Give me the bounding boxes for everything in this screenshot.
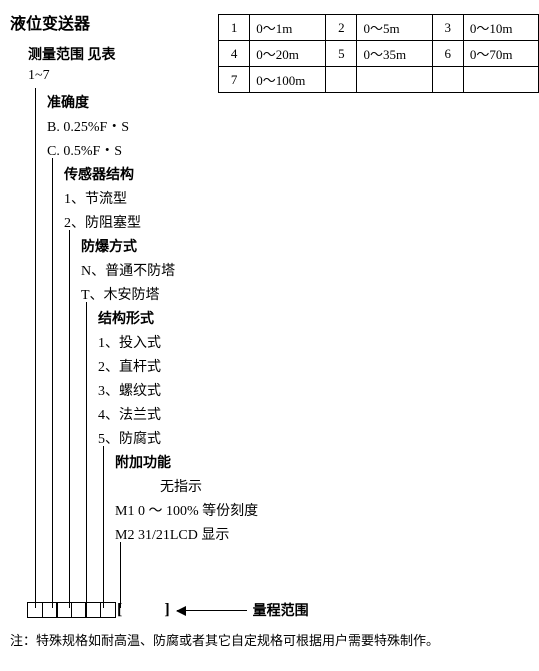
tree-vline [69, 230, 70, 608]
structure-3: 3、螺纹式 [98, 380, 161, 400]
structure-4: 4、法兰式 [98, 404, 161, 424]
range-heading: 测量范围 见表 [28, 44, 116, 64]
rt-cell: 2 [326, 15, 357, 41]
addon-heading: 附加功能 [115, 452, 171, 472]
footnote: 注：特殊规格如耐高温、防腐或者其它自定规格可根据用户需要特殊制作。 [10, 630, 529, 649]
addon-none: 无指示 [160, 476, 202, 496]
tree-vline [52, 158, 53, 608]
addon-m1: M1 0 ～ 100% 等份刻度 [115, 500, 258, 520]
explosion-n: N、普通不防塔 [81, 260, 175, 280]
structure-heading: 结构形式 [98, 308, 154, 328]
rt-cell: 0～1m [250, 15, 326, 41]
rt-cell: 3 [432, 15, 463, 41]
accuracy-heading: 准确度 [47, 92, 89, 112]
range-label: 量程范围 [253, 600, 309, 620]
bracket-open: [ [117, 601, 122, 619]
bracket-close: ] [164, 601, 169, 619]
sensor-1: 1、节流型 [64, 188, 127, 208]
addon-m2: M2 31/21LCD 显示 [115, 524, 229, 544]
order-code-boxes: [ ] 量程范围 [27, 600, 309, 620]
rt-cell: 0～5m [357, 15, 432, 41]
sensor-2: 2、防阻塞型 [64, 212, 141, 232]
range-arrow [177, 610, 247, 611]
accuracy-c: C. 0.5%F・S [47, 140, 122, 160]
tree-vline [120, 542, 121, 608]
arrow-head-icon [176, 606, 186, 616]
accuracy-b: B. 0.25%F・S [47, 116, 129, 136]
explosion-t: T、木安防塔 [81, 284, 160, 304]
sensor-heading: 传感器结构 [64, 164, 134, 184]
code-box [100, 602, 116, 618]
explosion-heading: 防爆方式 [81, 236, 137, 256]
rt-cell: 0～10m [463, 15, 538, 41]
structure-2: 2、直杆式 [98, 356, 161, 376]
spec-tree: 测量范围 见表 1~7 准确度 B. 0.25%F・S C. 0.5%F・S 传… [10, 44, 529, 624]
rt-cell: 1 [219, 15, 250, 41]
structure-1: 1、投入式 [98, 332, 161, 352]
doc-title: 液位变送器 [10, 10, 90, 34]
structure-5: 5、防腐式 [98, 428, 161, 448]
range-sub: 1~7 [28, 68, 50, 84]
tree-vline [35, 88, 36, 608]
tree-vline [86, 302, 87, 608]
tree-vline [103, 446, 104, 608]
